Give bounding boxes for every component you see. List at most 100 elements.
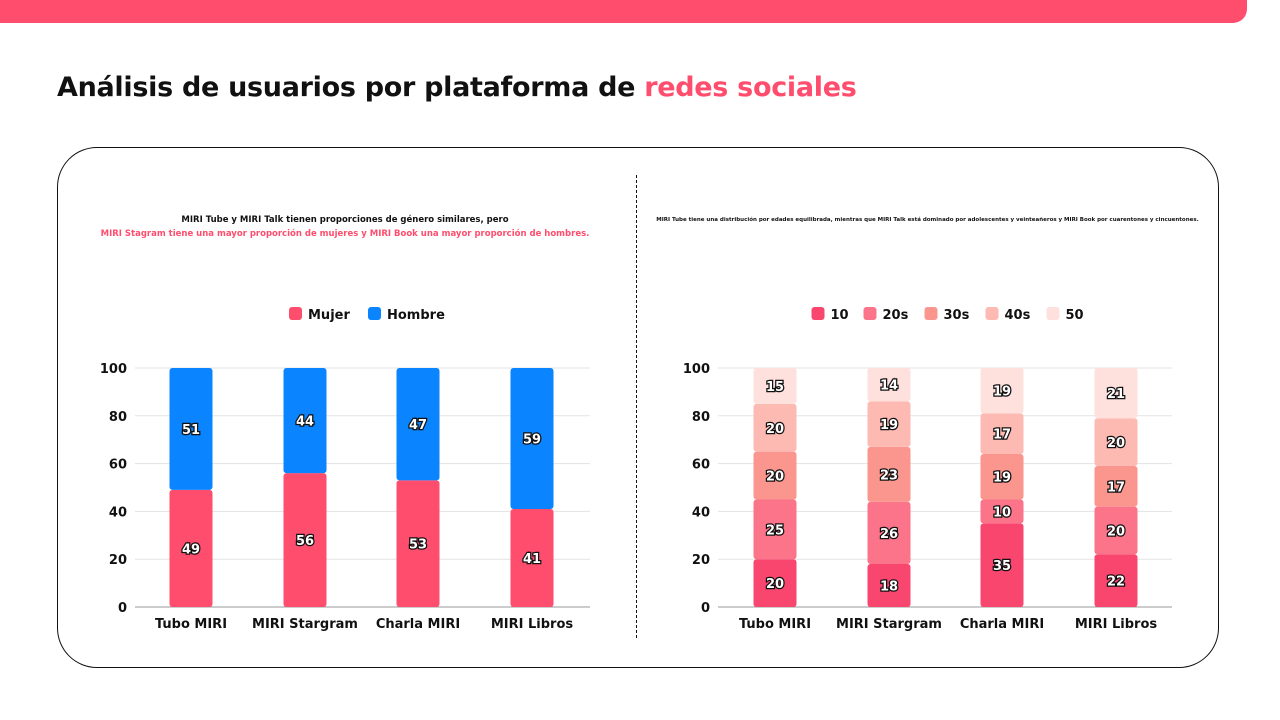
data-label: 47 bbox=[409, 418, 427, 433]
legend-label: 10 bbox=[831, 308, 849, 323]
legend-label: 20s bbox=[883, 308, 909, 323]
legend-swatch bbox=[811, 307, 825, 320]
legend-item: 50 bbox=[1046, 307, 1084, 323]
x-tick-label: Tubo MIRI bbox=[155, 617, 227, 632]
legend-label: Hombre bbox=[387, 308, 445, 323]
data-label: 20 bbox=[1107, 525, 1125, 540]
legend-label: Mujer bbox=[308, 308, 350, 323]
gender-chart: 0 20 40 60 80 100 Mujer Hombre 49 51 Tubo MIRI 56 44… bbox=[100, 307, 590, 632]
data-label: 59 bbox=[523, 433, 541, 448]
bar-segment bbox=[396, 368, 440, 481]
legend-swatch bbox=[1046, 307, 1060, 320]
data-label: 25 bbox=[766, 523, 784, 538]
data-label: 49 bbox=[182, 542, 200, 557]
data-label: 20 bbox=[766, 422, 784, 437]
data-label: 23 bbox=[880, 468, 898, 483]
bar-segment bbox=[1094, 465, 1138, 507]
bar-segment bbox=[396, 480, 440, 607]
bar-segment bbox=[753, 499, 797, 560]
page-title: Análisis de usuarios por plataforma de r… bbox=[57, 72, 857, 103]
x-tick-label: Charla MIRI bbox=[960, 617, 1044, 632]
data-label: 17 bbox=[993, 428, 1011, 443]
bar-segment bbox=[753, 559, 797, 607]
data-label: 14 bbox=[880, 379, 898, 394]
data-label: 26 bbox=[880, 527, 898, 542]
y-tick-label: 0 bbox=[118, 601, 127, 616]
data-label: 21 bbox=[1107, 387, 1125, 402]
bar-segment bbox=[510, 509, 554, 607]
x-tick-label: Tubo MIRI bbox=[739, 617, 811, 632]
y-tick-label: 0 bbox=[701, 601, 710, 616]
legend-swatch bbox=[863, 307, 877, 320]
y-tick-label: 100 bbox=[683, 362, 710, 377]
bar-segment bbox=[283, 473, 327, 607]
age-chart: 0 20 40 60 80 100 10 20s 30s 40s 50 20 25 20 20 15 Tubo … bbox=[683, 307, 1172, 632]
bar-segment bbox=[867, 401, 911, 447]
data-label: 19 bbox=[993, 385, 1011, 400]
y-tick-label: 100 bbox=[100, 362, 127, 377]
bar-segment bbox=[169, 489, 213, 607]
bar-segment bbox=[980, 454, 1024, 500]
title-main: Análisis de usuarios por plataforma de bbox=[57, 72, 645, 103]
data-label: 44 bbox=[296, 415, 314, 430]
bar-segment bbox=[980, 368, 1024, 414]
y-tick-label: 80 bbox=[109, 410, 127, 425]
bar-segment bbox=[753, 403, 797, 452]
data-label: 41 bbox=[523, 552, 541, 567]
legend-swatch bbox=[924, 307, 938, 320]
top-accent-bar bbox=[0, 0, 1247, 23]
legend-item: Hombre bbox=[368, 307, 445, 323]
legend-item: 20s bbox=[863, 307, 909, 323]
legend-swatch bbox=[368, 307, 381, 320]
bar-segment bbox=[169, 368, 213, 490]
data-label: 56 bbox=[296, 534, 314, 549]
y-tick-label: 40 bbox=[109, 505, 127, 520]
bar-segment bbox=[980, 413, 1024, 455]
x-tick-label: MIRI Stargram bbox=[836, 617, 942, 632]
bar-segment bbox=[753, 451, 797, 500]
data-label: 35 bbox=[993, 559, 1011, 574]
legend-item: 30s bbox=[924, 307, 970, 323]
x-tick-label: Charla MIRI bbox=[376, 617, 460, 632]
y-tick-label: 80 bbox=[692, 410, 710, 425]
legend-label: 40s bbox=[1005, 308, 1031, 323]
subtitle-line-2: MIRI Stagram tiene una mayor proporción … bbox=[100, 229, 590, 239]
bar-segment bbox=[1094, 554, 1138, 607]
y-tick-label: 40 bbox=[692, 505, 710, 520]
legend-label: 50 bbox=[1066, 308, 1084, 323]
bar-segment bbox=[980, 523, 1024, 607]
bar-segment bbox=[867, 563, 911, 607]
data-label: 20 bbox=[1107, 436, 1125, 451]
gender-chart-subtitle: MIRI Tube y MIRI Talk tienen proporcione… bbox=[90, 213, 600, 241]
data-label: 20 bbox=[766, 470, 784, 485]
data-label: 18 bbox=[880, 579, 898, 594]
legend-item: 10 bbox=[811, 307, 849, 323]
data-label: 20 bbox=[766, 577, 784, 592]
data-label: 51 bbox=[182, 423, 200, 438]
legend-swatch bbox=[985, 307, 999, 320]
bar-segment bbox=[510, 368, 554, 510]
bar-segment bbox=[867, 501, 911, 564]
data-label: 17 bbox=[1107, 480, 1125, 495]
data-label: 15 bbox=[766, 380, 784, 395]
title-highlight: redes sociales bbox=[644, 72, 857, 103]
bar-segment bbox=[283, 368, 327, 474]
x-tick-label: MIRI Libros bbox=[1075, 617, 1158, 632]
bar-segment bbox=[1094, 506, 1138, 555]
bar-segment bbox=[1094, 418, 1138, 466]
bar-segment bbox=[867, 446, 911, 502]
charts-card bbox=[57, 147, 1219, 668]
legend-swatch bbox=[289, 307, 302, 320]
data-label: 10 bbox=[993, 505, 1011, 520]
legend-label: 30s bbox=[944, 308, 970, 323]
data-label: 19 bbox=[993, 471, 1011, 486]
chart-divider bbox=[636, 175, 637, 638]
data-label: 53 bbox=[409, 538, 427, 553]
y-tick-label: 20 bbox=[109, 553, 127, 568]
x-tick-label: MIRI Libros bbox=[491, 617, 574, 632]
bar-segment bbox=[867, 368, 911, 402]
x-tick-label: MIRI Stargram bbox=[252, 617, 358, 632]
subtitle-line-1: MIRI Tube y MIRI Talk tienen proporcione… bbox=[181, 215, 509, 225]
data-label: 22 bbox=[1107, 575, 1125, 590]
